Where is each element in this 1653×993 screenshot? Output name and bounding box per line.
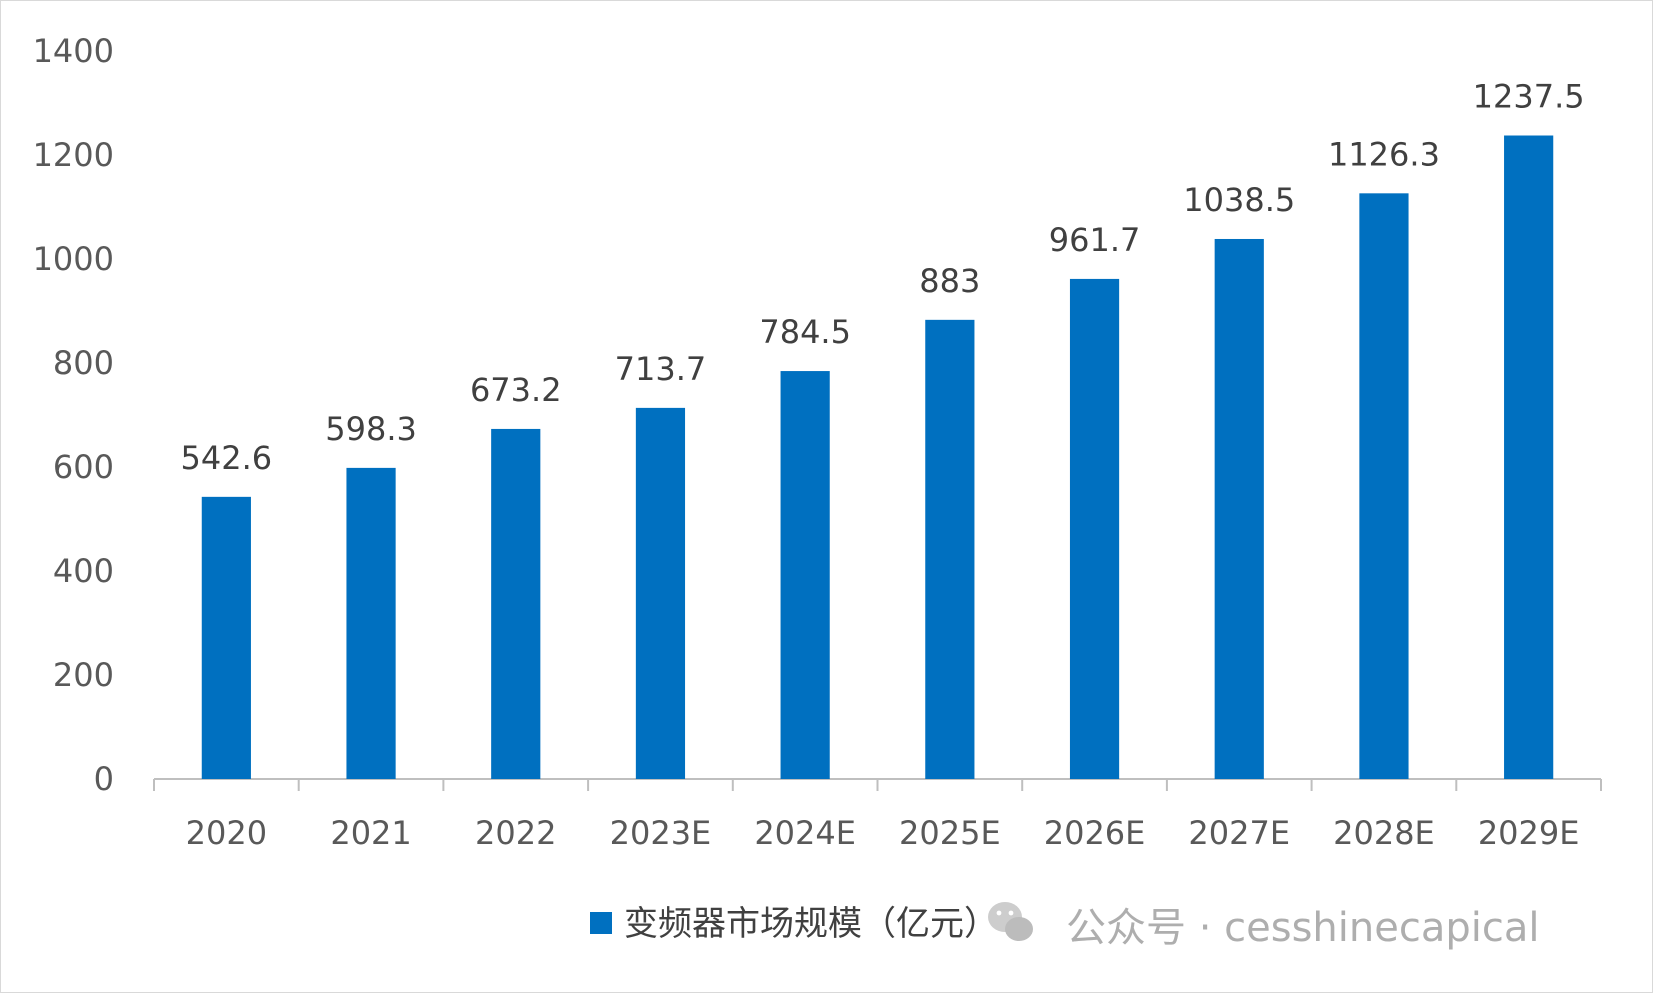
x-tick-label: 2022	[475, 814, 556, 852]
bar	[1069, 278, 1120, 779]
y-tick-label: 1200	[33, 136, 114, 174]
data-label: 542.6	[181, 439, 273, 477]
y-tick-label: 200	[53, 656, 114, 694]
wechat-icon	[988, 902, 1033, 941]
bar	[491, 428, 541, 779]
x-tick-label: 2025E	[899, 814, 1001, 852]
x-tick-label: 2023E	[610, 814, 712, 852]
data-label: 1038.5	[1183, 181, 1295, 219]
watermark: 公众号 · cesshinecapical	[988, 902, 1539, 951]
y-tick-label: 1000	[33, 240, 114, 278]
y-tick-label: 800	[53, 344, 114, 382]
bar	[1359, 193, 1409, 780]
x-tick-label: 2029E	[1478, 814, 1580, 852]
data-label: 1126.3	[1328, 135, 1440, 173]
y-axis: 0 200 400 600 800 1000 1200 1400	[33, 32, 114, 798]
data-label: 673.2	[470, 371, 562, 409]
data-label: 713.7	[615, 350, 707, 388]
y-tick-label: 1400	[33, 32, 114, 70]
y-tick-label: 600	[53, 448, 114, 486]
data-label: 1237.5	[1473, 78, 1585, 116]
bar	[780, 371, 830, 779]
data-label: 598.3	[325, 410, 417, 448]
x-tick-label: 2020	[186, 814, 267, 852]
bar-series	[201, 135, 1554, 780]
legend: 变频器市场规模（亿元）	[590, 904, 998, 944]
x-tick-label: 2028E	[1333, 814, 1435, 852]
legend-label: 变频器市场规模（亿元）	[624, 904, 998, 944]
x-tick-label: 2021	[330, 814, 411, 852]
bar	[1504, 135, 1554, 779]
x-tick-label: 2024E	[754, 814, 856, 852]
data-label: 883	[919, 262, 980, 300]
legend-swatch	[590, 912, 612, 934]
x-axis: 2020 2021 2022 2023E 2024E 2025E 2026E 2027E 202…	[153, 778, 1602, 852]
bar	[346, 467, 396, 779]
data-labels: 542.6 598.3 673.2 713.7 784.5 883 961.7 1038.5 1…	[181, 78, 1585, 477]
x-tick-label: 2026E	[1044, 814, 1146, 852]
data-label: 784.5	[759, 313, 851, 351]
bar	[635, 407, 686, 779]
bar	[925, 319, 975, 779]
x-tick-label: 2027E	[1188, 814, 1290, 852]
y-tick-label: 400	[53, 552, 114, 590]
bar	[201, 496, 251, 779]
data-label: 961.7	[1049, 221, 1141, 259]
bar	[1214, 238, 1264, 780]
y-tick-label: 0	[94, 760, 114, 798]
watermark-label: 公众号 · cesshinecapical	[1066, 905, 1539, 951]
